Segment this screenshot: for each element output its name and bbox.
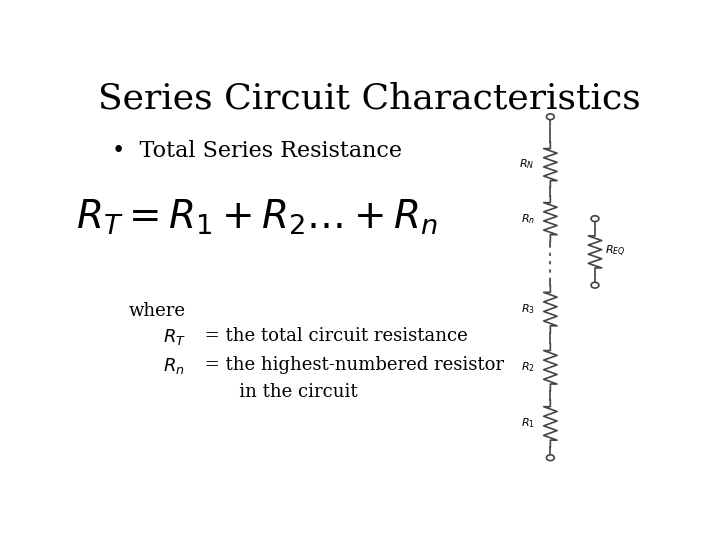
Text: $R_2$: $R_2$ <box>521 360 535 374</box>
Circle shape <box>591 216 599 221</box>
Text: $R_n$: $R_n$ <box>163 356 184 376</box>
Text: $R_{EQ}$: $R_{EQ}$ <box>605 245 626 259</box>
Text: where: where <box>129 302 186 320</box>
Text: $R_T$: $R_T$ <box>163 327 186 347</box>
Text: $R_3$: $R_3$ <box>521 302 535 316</box>
Text: $R_T = R_1 + R_2\ldots + R_n$: $R_T = R_1 + R_2\ldots + R_n$ <box>76 198 438 237</box>
Text: Series Circuit Characteristics: Series Circuit Characteristics <box>98 82 640 116</box>
Circle shape <box>546 455 554 461</box>
Circle shape <box>591 282 599 288</box>
Circle shape <box>546 114 554 120</box>
Text: •  Total Series Resistance: • Total Series Resistance <box>112 140 402 161</box>
Text: = the highest-numbered resistor: = the highest-numbered resistor <box>199 356 504 374</box>
Text: $R_1$: $R_1$ <box>521 416 535 430</box>
Text: $R_n$: $R_n$ <box>521 212 535 226</box>
Text: = the total circuit resistance: = the total circuit resistance <box>199 327 467 345</box>
Text: $R_N$: $R_N$ <box>519 158 535 172</box>
Text: in the circuit: in the circuit <box>199 383 357 401</box>
